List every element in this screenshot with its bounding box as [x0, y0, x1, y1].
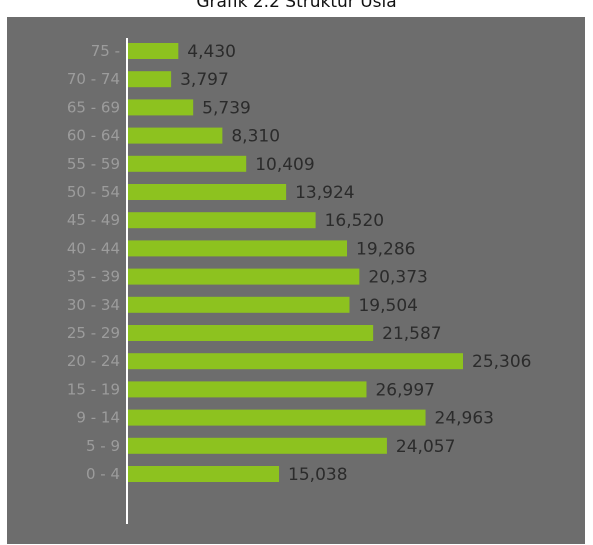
chart-title: Grafik 2.2 Struktur Usia — [196, 0, 397, 12]
value-label: 26,997 — [375, 380, 434, 400]
value-label: 19,286 — [356, 239, 415, 259]
value-label: 24,963 — [435, 409, 494, 429]
category-label: 50 - 54 — [67, 183, 120, 201]
category-label: 70 - 74 — [67, 70, 120, 88]
value-label: 16,520 — [325, 211, 384, 231]
bar — [128, 127, 223, 144]
value-label: 25,306 — [472, 352, 531, 372]
value-label: 15,038 — [288, 465, 347, 485]
value-label: 8,310 — [231, 127, 280, 147]
bar — [128, 71, 172, 88]
bar — [128, 240, 348, 257]
value-label: 3,797 — [180, 70, 229, 90]
value-label: 19,504 — [358, 296, 417, 316]
bar — [128, 381, 367, 398]
bar — [128, 409, 426, 426]
bar — [128, 184, 287, 200]
category-label: 45 - 49 — [67, 211, 120, 229]
value-label: 4,430 — [187, 42, 236, 62]
category-label: 9 - 14 — [76, 409, 120, 427]
category-label: 60 - 64 — [67, 127, 120, 145]
value-label: 5,739 — [202, 98, 251, 118]
bar — [128, 212, 316, 229]
value-label: 10,409 — [255, 155, 314, 175]
bar — [128, 296, 350, 313]
category-label: 0 - 4 — [86, 465, 120, 483]
bar — [128, 268, 360, 285]
category-label: 5 - 9 — [86, 437, 120, 455]
category-label: 15 - 19 — [67, 380, 120, 398]
bar — [128, 437, 387, 454]
bar — [128, 43, 179, 59]
category-label: 20 - 24 — [67, 352, 120, 370]
bar — [128, 325, 374, 341]
category-label: 75 - — [91, 42, 120, 60]
value-label: 20,373 — [368, 268, 427, 288]
bar — [128, 99, 194, 116]
category-label: 35 - 39 — [67, 268, 120, 286]
value-label: 13,924 — [295, 183, 354, 203]
category-label: 65 - 69 — [67, 98, 120, 116]
bar — [128, 155, 247, 172]
value-label: 21,587 — [382, 324, 441, 344]
bar — [128, 353, 463, 370]
bar — [128, 466, 280, 482]
category-label: 25 - 29 — [67, 324, 120, 342]
value-label: 24,057 — [396, 437, 455, 457]
category-label: 55 - 59 — [67, 155, 120, 173]
category-label: 30 - 34 — [67, 296, 120, 314]
category-label: 40 - 44 — [67, 239, 120, 257]
